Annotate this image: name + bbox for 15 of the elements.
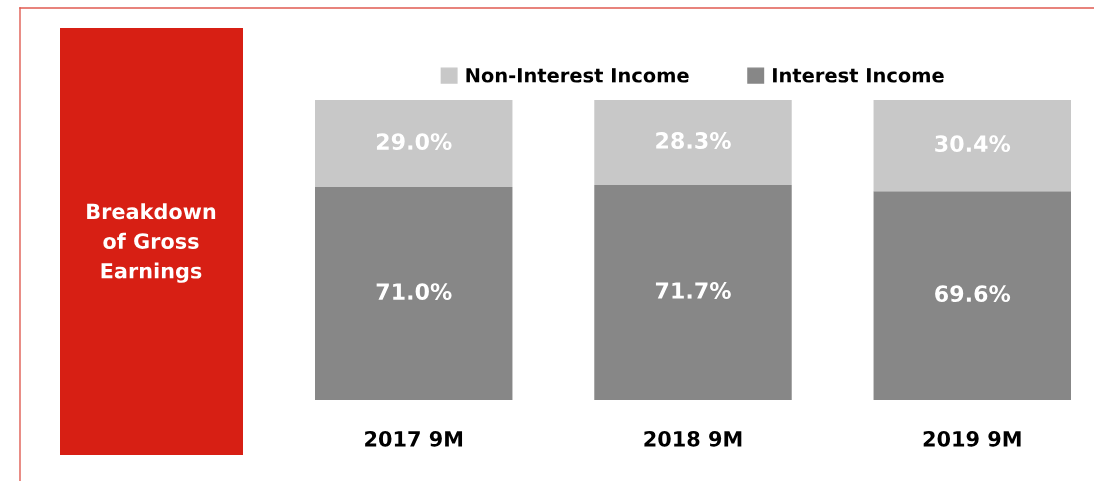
bar xyxy=(873,100,1071,192)
bar xyxy=(315,187,513,400)
bar xyxy=(873,191,1071,400)
x-tick-label: 2017 9M xyxy=(365,430,463,447)
x-tick-label: 2019 9M xyxy=(923,430,1021,447)
legend-label: Non-Interest Income xyxy=(466,68,689,83)
bar xyxy=(315,100,513,187)
x-tick-label: 2018 9M xyxy=(644,430,742,447)
data-label: 71.7% xyxy=(655,282,731,299)
text: Breakdown of Gross Earnings xyxy=(87,203,216,283)
data-label: 71.0% xyxy=(376,283,452,300)
bar xyxy=(594,100,792,185)
bar xyxy=(594,184,792,400)
data-label: 69.6% xyxy=(935,285,1011,303)
legend-label: Interest Income xyxy=(773,68,944,83)
